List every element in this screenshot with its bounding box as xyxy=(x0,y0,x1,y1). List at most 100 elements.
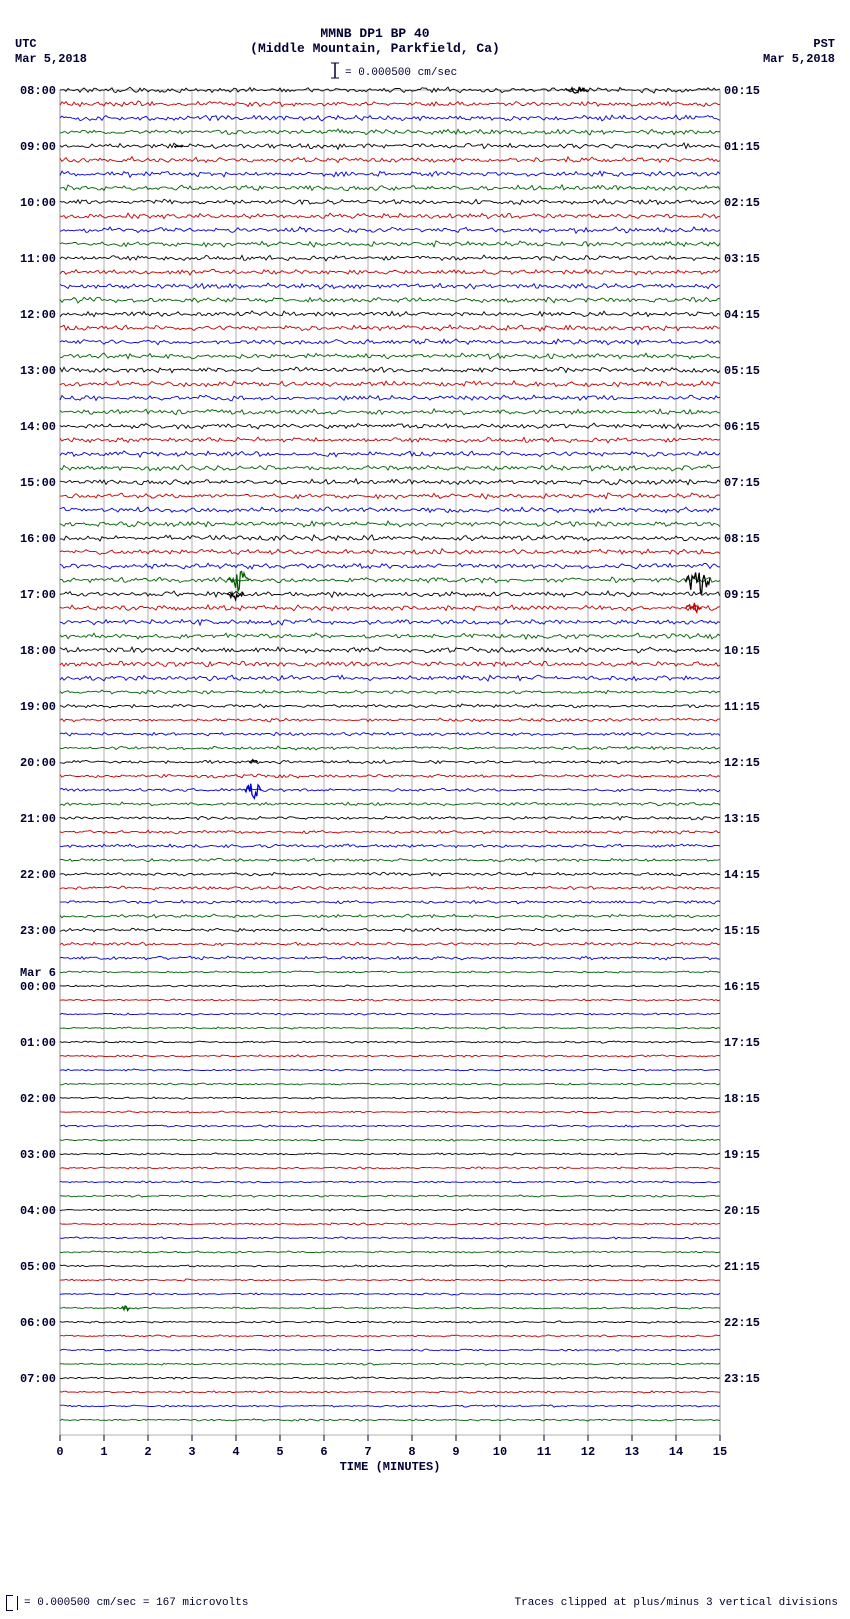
seismic-trace xyxy=(60,591,720,597)
seismic-trace xyxy=(60,1027,720,1029)
footer-right: Traces clipped at plus/minus 3 vertical … xyxy=(515,1597,838,1609)
pst-time-label: 01:15 xyxy=(724,140,760,154)
x-tick-label: 3 xyxy=(188,1445,195,1459)
x-tick-label: 4 xyxy=(232,1445,239,1459)
seismic-trace xyxy=(60,1419,720,1421)
x-axis-label: TIME (MINUTES) xyxy=(340,1460,441,1474)
seismic-trace xyxy=(60,311,720,317)
seismic-trace xyxy=(60,269,720,275)
seismic-trace xyxy=(60,690,720,694)
seismic-trace xyxy=(60,872,720,876)
pst-time-label: 04:15 xyxy=(724,308,760,322)
seismic-trace xyxy=(60,1265,720,1267)
seismic-trace xyxy=(60,928,720,932)
date-left: Mar 5,2018 xyxy=(15,52,87,66)
seismic-trace xyxy=(60,1223,720,1225)
utc-time-label: 10:00 xyxy=(20,196,56,210)
seismic-event xyxy=(685,573,710,594)
seismic-trace xyxy=(60,704,720,708)
seismic-trace xyxy=(60,1335,720,1337)
x-tick-label: 5 xyxy=(276,1445,283,1459)
seismic-trace xyxy=(60,914,720,918)
seismic-trace xyxy=(60,647,720,653)
seismic-trace xyxy=(60,942,720,946)
seismic-trace xyxy=(60,661,720,667)
seismic-trace xyxy=(60,423,720,429)
seismic-trace xyxy=(60,1195,720,1197)
utc-time-label: 03:00 xyxy=(20,1148,56,1162)
seismic-trace xyxy=(60,479,720,485)
utc-time-label: 08:00 xyxy=(20,84,56,98)
x-tick-label: 10 xyxy=(493,1445,507,1459)
seismic-trace xyxy=(60,1209,720,1211)
seismic-trace xyxy=(60,605,720,611)
scale-label: = 0.000500 cm/sec xyxy=(345,67,457,79)
utc-time-label: 02:00 xyxy=(20,1092,56,1106)
pst-time-label: 12:15 xyxy=(724,756,760,770)
utc-time-label: 01:00 xyxy=(20,1036,56,1050)
scale-bar-icon xyxy=(6,1595,13,1611)
pst-time-label: 18:15 xyxy=(724,1092,760,1106)
seismic-trace xyxy=(60,816,720,820)
pst-time-label: 17:15 xyxy=(724,1036,760,1050)
pst-time-label: 14:15 xyxy=(724,868,760,882)
seismic-event xyxy=(227,593,244,600)
utc-time-label: 22:00 xyxy=(20,868,56,882)
seismic-event xyxy=(685,603,702,612)
pst-time-label: 08:15 xyxy=(724,532,760,546)
pst-time-label: 20:15 xyxy=(724,1204,760,1218)
title-line1: MMNB DP1 BP 40 xyxy=(320,26,429,41)
utc-time-label: Mar 6 xyxy=(20,966,56,980)
seismic-trace xyxy=(60,521,720,527)
pst-time-label: 21:15 xyxy=(724,1260,760,1274)
utc-time-label: 16:00 xyxy=(20,532,56,546)
utc-time-label: 21:00 xyxy=(20,812,56,826)
seismic-trace xyxy=(60,1377,720,1379)
utc-time-label: 07:00 xyxy=(20,1372,56,1386)
seismic-trace xyxy=(60,718,720,722)
seismic-trace xyxy=(60,1013,720,1015)
seismic-trace xyxy=(60,129,720,135)
x-tick-label: 2 xyxy=(144,1445,151,1459)
pst-time-label: 02:15 xyxy=(724,196,760,210)
utc-time-label: 04:00 xyxy=(20,1204,56,1218)
utc-time-label: 14:00 xyxy=(20,420,56,434)
utc-time-label: 18:00 xyxy=(20,644,56,658)
x-tick-label: 7 xyxy=(364,1445,371,1459)
tz-right: PST xyxy=(813,37,835,51)
seismic-trace xyxy=(60,830,720,834)
pst-time-label: 06:15 xyxy=(724,420,760,434)
seismic-trace xyxy=(60,844,720,848)
utc-time-label: 12:00 xyxy=(20,308,56,322)
seismic-trace xyxy=(60,115,720,121)
pst-time-label: 23:15 xyxy=(724,1372,760,1386)
seismic-trace xyxy=(60,1279,720,1281)
x-tick-label: 15 xyxy=(713,1445,727,1459)
pst-time-label: 03:15 xyxy=(724,252,760,266)
pst-time-label: 07:15 xyxy=(724,476,760,490)
pst-time-label: 00:15 xyxy=(724,84,760,98)
seismic-trace xyxy=(60,788,720,792)
seismic-trace xyxy=(60,1251,720,1253)
utc-time-label: 09:00 xyxy=(20,140,56,154)
seismic-trace xyxy=(60,241,720,247)
pst-time-label: 15:15 xyxy=(724,924,760,938)
utc-time-label: 17:00 xyxy=(20,588,56,602)
utc-time-label: 00:00 xyxy=(20,980,56,994)
pst-time-label: 19:15 xyxy=(724,1148,760,1162)
seismic-trace xyxy=(60,451,720,457)
seismic-trace xyxy=(60,199,720,204)
seismic-trace xyxy=(60,1349,720,1351)
footer-row: = 0.000500 cm/sec = 167 microvolts Trace… xyxy=(0,1595,850,1619)
seismic-trace xyxy=(60,760,720,764)
seismic-trace xyxy=(60,171,720,177)
seismic-trace xyxy=(60,1069,720,1071)
date-right: Mar 5,2018 xyxy=(763,52,835,66)
x-tick-label: 1 xyxy=(100,1445,107,1459)
seismic-trace xyxy=(60,325,720,331)
seismic-trace xyxy=(60,1363,720,1365)
seismic-trace xyxy=(60,577,720,583)
seismic-trace xyxy=(60,1153,720,1155)
utc-time-label: 19:00 xyxy=(20,700,56,714)
seismic-trace xyxy=(60,732,720,736)
